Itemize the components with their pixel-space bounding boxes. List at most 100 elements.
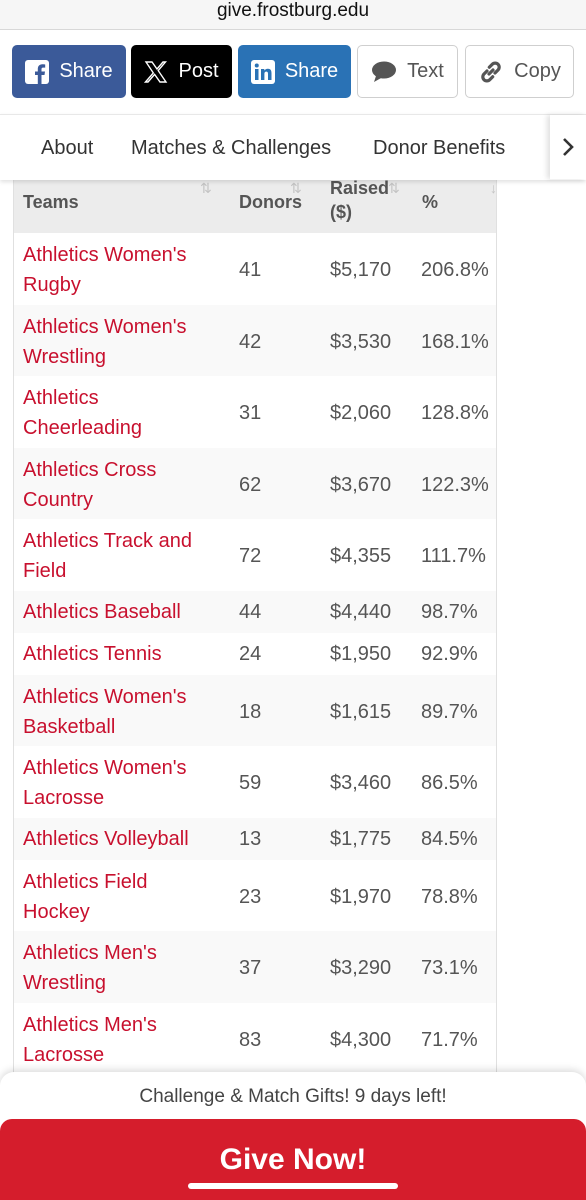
donor-count: 37 bbox=[239, 957, 262, 979]
chat-bubble-icon bbox=[371, 60, 397, 84]
percent-of-goal: 78.8% bbox=[421, 885, 478, 908]
nav-about[interactable]: About bbox=[41, 137, 94, 159]
home-indicator bbox=[188, 1183, 398, 1189]
amount-raised: $4,355 bbox=[330, 545, 392, 567]
linkedin-share-label: Share bbox=[284, 60, 339, 82]
sort-icon[interactable]: ⇅ bbox=[200, 180, 212, 196]
table-row: Athletics Women's Lacrosse 59 $3,460 86.5% bbox=[14, 746, 496, 818]
team-name-line: Cheerleading bbox=[23, 417, 142, 439]
team-name-link[interactable]: Athletics Tennis bbox=[23, 639, 213, 669]
team-name-link[interactable]: Athletics Field Hockey bbox=[23, 867, 213, 927]
amount-raised: $1,970 bbox=[330, 885, 392, 908]
team-name-link[interactable]: Athletics Men's Lacrosse bbox=[23, 1010, 213, 1070]
team-name-line: Rugby bbox=[23, 274, 81, 296]
percent-of-goal: 89.7% bbox=[421, 700, 478, 723]
linkedin-icon bbox=[250, 59, 275, 84]
header-teams[interactable]: Teams bbox=[23, 192, 79, 212]
browser-url-bar[interactable]: give.frostburg.edu bbox=[0, 0, 586, 30]
team-name-link[interactable]: Athletics Women's Wrestling bbox=[23, 312, 213, 372]
url-text: give.frostburg.edu bbox=[216, 0, 370, 21]
copy-link-label: Copy bbox=[514, 60, 561, 82]
linkedin-share-button[interactable]: Share bbox=[238, 45, 351, 98]
x-post-button[interactable]: Post bbox=[131, 45, 232, 98]
percent-of-goal: 128.8% bbox=[421, 402, 489, 424]
chevron-right-icon bbox=[561, 137, 575, 157]
donor-count: 72 bbox=[239, 545, 262, 567]
page-right-margin bbox=[497, 180, 586, 1080]
team-name-link[interactable]: Athletics Women's Lacrosse bbox=[23, 753, 213, 813]
amount-raised: $5,170 bbox=[330, 259, 392, 281]
facebook-share-label: Share bbox=[59, 60, 113, 82]
team-name-line: Athletics Track and bbox=[23, 530, 192, 552]
table-row: Athletics Women's Wrestling 42 $3,530 168.1% bbox=[14, 304, 496, 376]
team-name-line: Athletics Field bbox=[23, 870, 148, 893]
team-name-line: Athletics Tennis bbox=[23, 642, 162, 665]
team-name-line: Athletics Women's bbox=[23, 757, 187, 779]
table-row: Athletics Baseball 44 $4,440 98.7% bbox=[14, 590, 496, 633]
amount-raised: $3,290 bbox=[330, 957, 392, 979]
nav-matches-challenges[interactable]: Matches & Challenges bbox=[131, 137, 332, 159]
team-name-link[interactable]: Athletics Cross Country bbox=[23, 455, 213, 515]
header-raised[interactable]: Raised bbox=[330, 180, 390, 198]
team-name-link[interactable]: Athletics Volleyball bbox=[23, 824, 213, 854]
team-name-line: Athletics Women's bbox=[23, 244, 187, 266]
facebook-share-button[interactable]: Share bbox=[12, 45, 126, 98]
percent-of-goal: 84.5% bbox=[421, 827, 478, 850]
donor-count: 44 bbox=[239, 600, 262, 623]
team-name-link[interactable]: Athletics Women's Basketball bbox=[23, 682, 213, 742]
percent-of-goal: 122.3% bbox=[421, 473, 489, 496]
team-name-line: Athletics Women's bbox=[23, 685, 187, 708]
team-name-line: Athletics Women's bbox=[23, 315, 187, 338]
header-raised-unit: ($) bbox=[330, 202, 352, 222]
team-name-link[interactable]: Athletics Cheerleading bbox=[23, 383, 213, 443]
amount-raised: $4,440 bbox=[330, 600, 392, 623]
table-row: Athletics Men's Wrestling 37 $3,290 73.1% bbox=[14, 931, 496, 1003]
copy-link-button[interactable]: Copy bbox=[465, 45, 574, 98]
team-name-link[interactable]: Athletics Women's Rugby bbox=[23, 240, 213, 300]
percent-of-goal: 73.1% bbox=[421, 957, 478, 979]
team-name-line: Athletics Men's bbox=[23, 942, 157, 964]
sort-icon[interactable]: ⇅ bbox=[388, 180, 400, 196]
section-nav: About Matches & Challenges Donor Benefit… bbox=[0, 114, 586, 180]
donor-count: 41 bbox=[239, 259, 262, 281]
sort-icon[interactable]: ↓ bbox=[490, 180, 497, 196]
header-percent[interactable]: % bbox=[422, 192, 439, 212]
team-name-line: Athletics Cross bbox=[23, 458, 157, 481]
give-now-label: Give Now! bbox=[219, 1142, 367, 1176]
team-name-line: Athletics Baseball bbox=[23, 600, 181, 623]
text-share-button[interactable]: Text bbox=[357, 45, 458, 98]
table-row: Athletics Volleyball 13 $1,775 84.5% bbox=[14, 817, 496, 860]
team-name-line: Basketball bbox=[23, 715, 116, 738]
link-icon bbox=[478, 59, 504, 85]
donor-count: 59 bbox=[239, 772, 262, 794]
amount-raised: $1,615 bbox=[330, 700, 392, 723]
team-name-line: Field bbox=[23, 560, 67, 582]
donor-count: 23 bbox=[239, 885, 262, 908]
team-name-link[interactable]: Athletics Men's Wrestling bbox=[23, 938, 213, 998]
team-name-line: Wrestling bbox=[23, 972, 106, 994]
nav-donor-benefits[interactable]: Donor Benefits bbox=[373, 137, 506, 159]
team-name-link[interactable]: Athletics Baseball bbox=[23, 597, 213, 627]
percent-of-goal: 111.7% bbox=[421, 545, 486, 567]
team-name-line: Wrestling bbox=[23, 345, 106, 368]
team-name-line: Lacrosse bbox=[23, 1043, 105, 1066]
donor-count: 62 bbox=[239, 473, 262, 496]
team-name-line: Athletics Volleyball bbox=[23, 827, 189, 850]
sort-icon[interactable]: ⇅ bbox=[290, 180, 302, 196]
donor-count: 24 bbox=[239, 642, 262, 665]
amount-raised: $4,300 bbox=[330, 1028, 392, 1051]
share-bar: Share Post Share Text Copy bbox=[0, 30, 586, 114]
percent-of-goal: 98.7% bbox=[421, 600, 478, 623]
nav-scroll-right-button[interactable] bbox=[550, 115, 586, 179]
percent-of-goal: 168.1% bbox=[421, 330, 489, 353]
x-icon bbox=[144, 60, 168, 84]
donor-count: 18 bbox=[239, 700, 262, 723]
header-donors[interactable]: Donors bbox=[239, 192, 302, 212]
table-row: Athletics Women's Basketball 18 $1,615 89.7% bbox=[14, 674, 496, 746]
team-name-link[interactable]: Athletics Track and Field bbox=[23, 526, 213, 586]
donor-count: 42 bbox=[239, 330, 262, 353]
give-footer: Challenge & Match Gifts! 9 days left! Gi… bbox=[0, 1072, 586, 1200]
team-name-line: Lacrosse bbox=[23, 787, 105, 809]
table-row: Athletics Cheerleading 31 $2,060 128.8% bbox=[14, 376, 496, 448]
x-post-label: Post bbox=[178, 60, 219, 82]
